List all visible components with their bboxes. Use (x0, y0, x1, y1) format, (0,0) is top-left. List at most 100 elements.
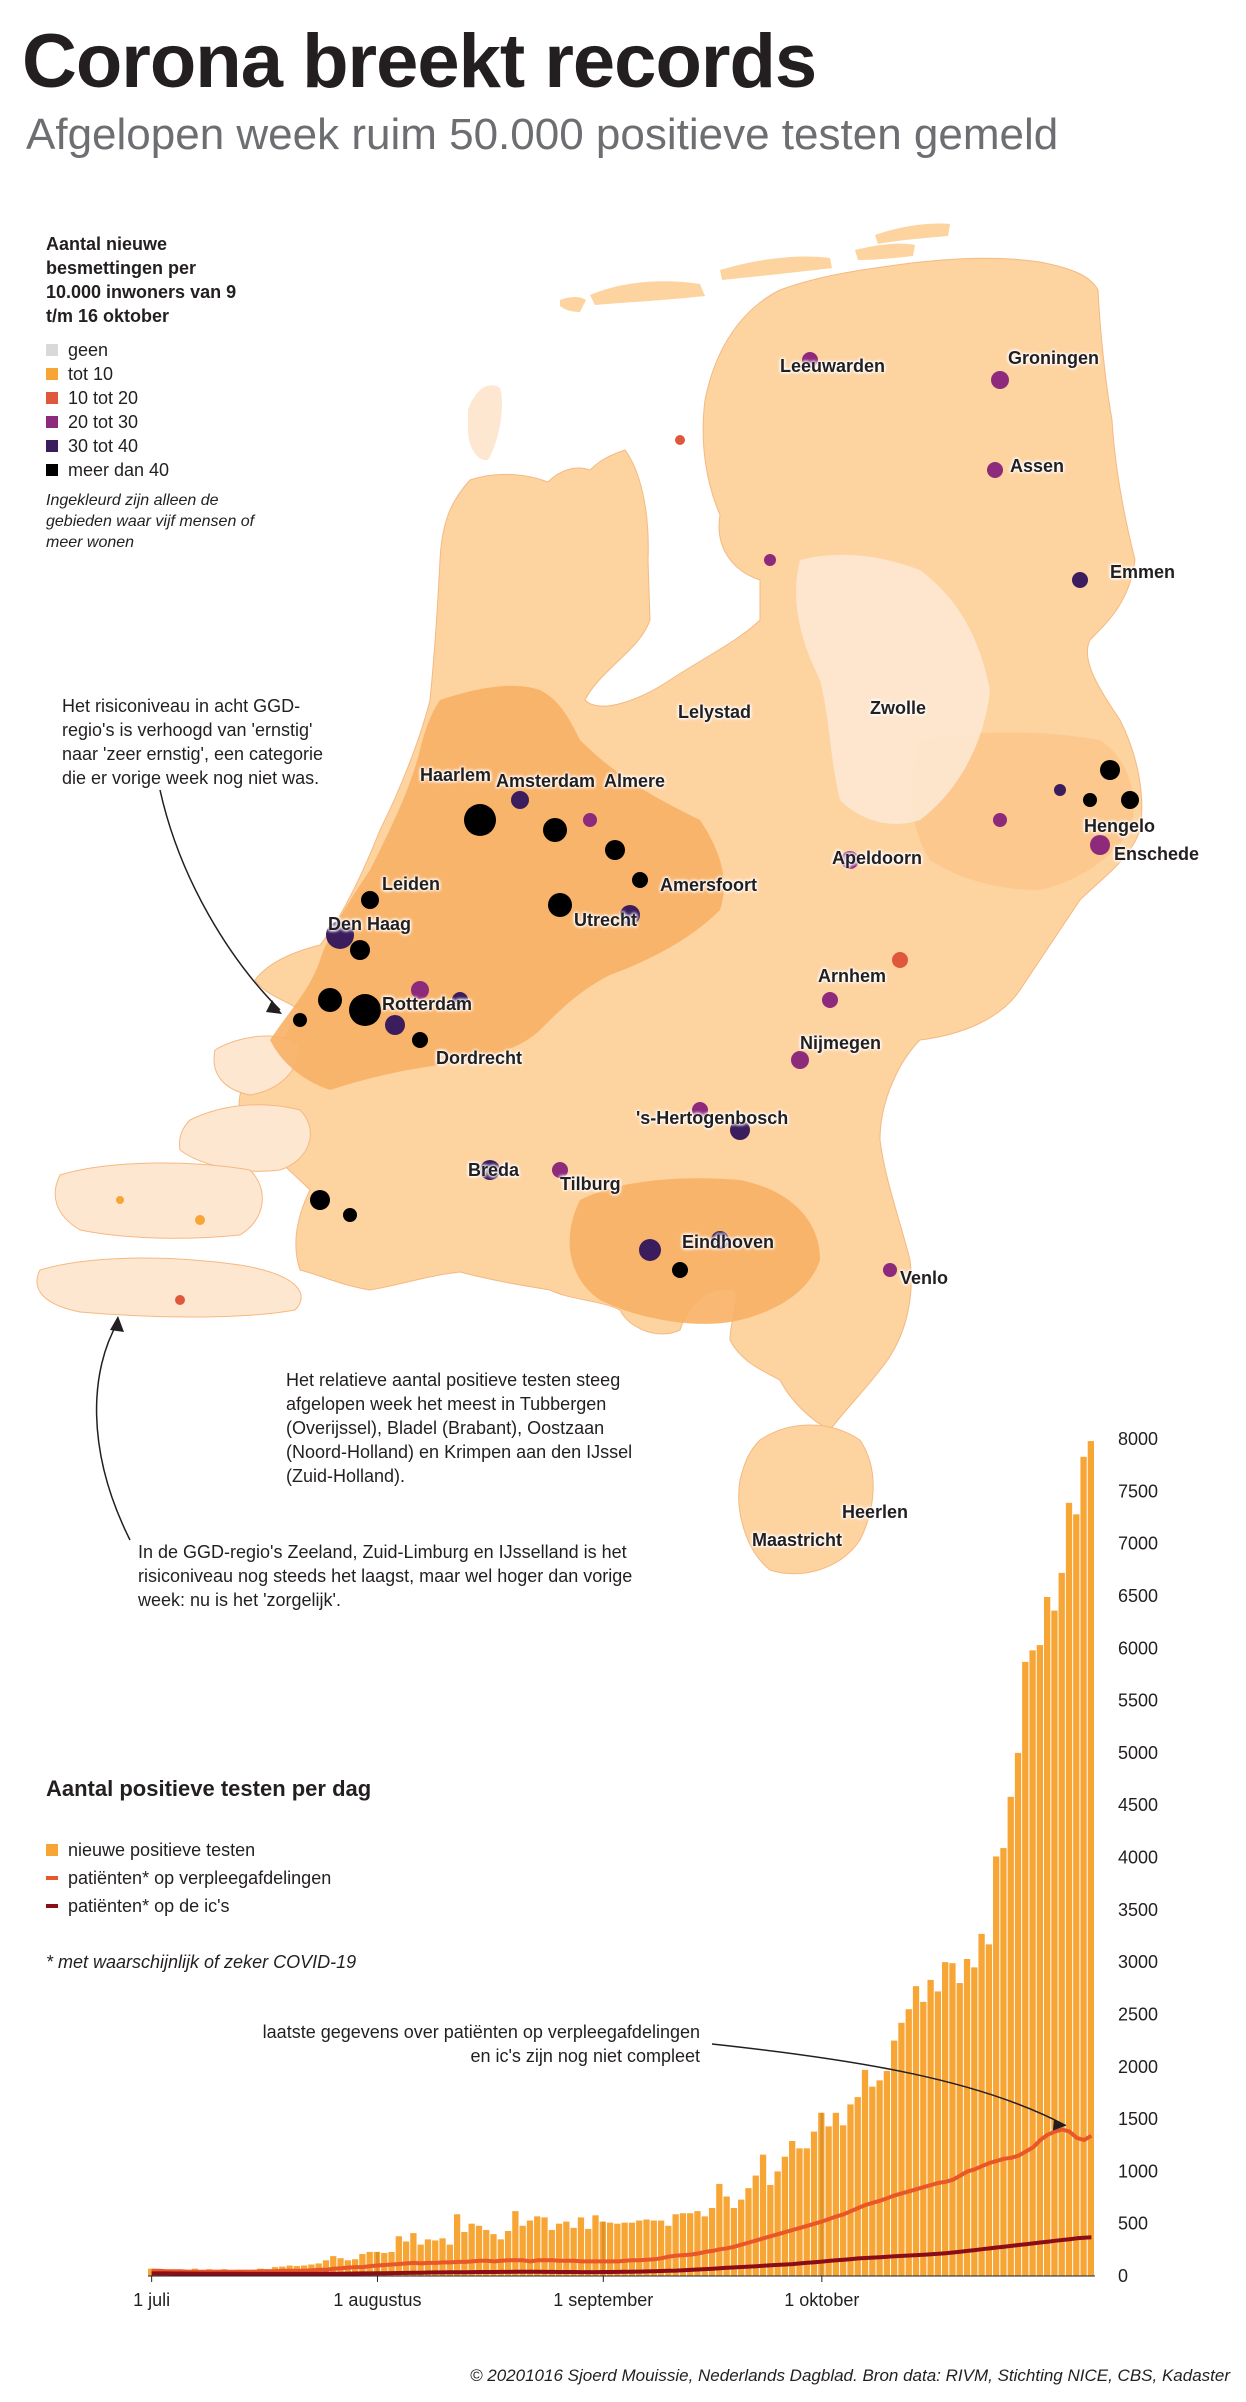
legend-label: 10 tot 20 (68, 387, 139, 408)
legend-item-meer-dan-40: meer dan 40 (46, 458, 169, 482)
bar-new-tests (796, 2148, 803, 2276)
bar-new-tests (1036, 1645, 1044, 2276)
bar-new-tests (891, 2040, 898, 2276)
y-tick-label: 0 (1118, 2266, 1128, 2286)
bar-new-tests (883, 2070, 891, 2276)
legend-item-10-tot-20: 10 tot 20 (46, 386, 169, 410)
city-label: Breda (468, 1160, 520, 1180)
annotation-arrow (711, 2043, 1067, 2127)
map-legend-title: Aantal nieuwe besmettingen per 10.000 in… (46, 234, 237, 326)
y-tick-label: 1000 (1118, 2161, 1158, 2181)
bar-new-tests (1029, 1650, 1036, 2276)
bar-new-tests (1051, 1610, 1058, 2276)
bar-new-tests (730, 2207, 738, 2276)
bar-new-tests (781, 2156, 789, 2276)
legend-item-tot-10: tot 10 (46, 362, 169, 386)
bar-new-tests (1007, 1796, 1014, 2276)
legend-swatch (46, 368, 58, 380)
bar-new-tests (956, 1983, 963, 2276)
y-tick-label: 500 (1118, 2214, 1148, 2234)
legend-swatch (46, 464, 58, 476)
bar-new-tests (701, 2216, 708, 2276)
y-tick-label: 5000 (1118, 1743, 1158, 1763)
y-tick-label: 4000 (1118, 1848, 1158, 1868)
page-title: Corona breekt records (22, 19, 817, 104)
bar-new-tests (694, 2211, 701, 2276)
bar-new-tests (1080, 1456, 1087, 2276)
bar-new-tests (898, 2022, 905, 2276)
bar-new-tests (971, 1967, 978, 2276)
bar-new-tests (942, 1962, 949, 2276)
legend-label: 30 tot 40 (68, 435, 139, 456)
y-tick-label: 3000 (1118, 1952, 1158, 1972)
bar-new-tests (840, 2125, 847, 2276)
bar-new-tests (978, 1933, 985, 2276)
city-label: Leeuwarden (780, 356, 886, 376)
bar-new-tests (148, 2268, 155, 2276)
y-tick-label: 6500 (1118, 1586, 1158, 1606)
bar-new-tests (570, 2227, 577, 2276)
bar-new-tests (687, 2213, 694, 2276)
bar-new-tests (767, 2184, 774, 2276)
city-label: Amersfoort (660, 875, 758, 895)
city-label: Rotterdam (382, 994, 473, 1014)
bar-new-tests (985, 1944, 993, 2276)
city-label: Arnhem (818, 966, 887, 986)
bar-new-tests (679, 2213, 687, 2276)
bar-new-tests (468, 2223, 475, 2276)
bar-new-tests (475, 2225, 483, 2276)
legend-label: patiënten* op verpleegafdelingen (68, 1867, 332, 1888)
x-tick-label: 1 juli (133, 2290, 170, 2310)
bar-new-tests (810, 2131, 818, 2276)
bar-new-tests (832, 2112, 840, 2276)
annotation-risk-up: Het risiconiveau in acht GGD-regio's is … (62, 696, 324, 788)
legend-label: tot 10 (68, 363, 114, 384)
bar-new-tests (1044, 1596, 1051, 2276)
city-label: Nijmegen (800, 1033, 882, 1053)
bar-new-tests (643, 2219, 650, 2276)
city-label: Heerlen (842, 1502, 909, 1522)
city-label: Haarlem (420, 765, 492, 785)
bar-new-tests (905, 2009, 912, 2276)
bar-new-tests (621, 2222, 628, 2276)
bar-new-tests (745, 2188, 752, 2276)
bar-new-tests (453, 2214, 461, 2276)
bar-new-tests (359, 2254, 366, 2276)
bar-new-tests (1058, 1572, 1065, 2276)
annotation-relative: Het relatieve aantal positieve testen st… (286, 1370, 633, 1486)
city-label: Venlo (900, 1268, 949, 1288)
y-tick-label: 5500 (1118, 1691, 1158, 1711)
bar-new-tests (759, 2154, 767, 2276)
legend-label: patiënten* op de ic's (68, 1895, 230, 1916)
legend-swatch (46, 1844, 58, 1856)
chart-legend-item-ward: patiënten* op verpleegafdelingen (46, 1864, 331, 1892)
city-label: Utrecht (574, 910, 638, 930)
bar-new-tests (614, 2223, 621, 2276)
legend-item-20-tot-30: 20 tot 30 (46, 410, 169, 434)
bar-new-tests (657, 2220, 665, 2276)
bar-new-tests (410, 2233, 417, 2276)
page-subtitle: Afgelopen week ruim 50.000 positieve tes… (26, 110, 1059, 159)
bar-new-tests (585, 2228, 592, 2276)
bar-new-tests (847, 2104, 854, 2276)
legend-label: geen (68, 339, 109, 360)
bar-new-tests (665, 2225, 672, 2276)
bar-new-tests (1087, 1441, 1094, 2276)
city-label: Emmen (1110, 562, 1176, 582)
bar-new-tests (432, 2240, 439, 2276)
bar-new-tests (949, 1963, 956, 2276)
y-tick-label: 3500 (1118, 1900, 1158, 1920)
city-label: Eindhoven (682, 1232, 775, 1252)
chart-legend-item-tests: nieuwe positieve testen (46, 1836, 331, 1864)
legend-line (46, 1876, 58, 1880)
city-label: Dordrecht (436, 1048, 523, 1068)
bar-new-tests (541, 2217, 548, 2276)
city-label: Assen (1010, 456, 1065, 476)
bar-new-tests (708, 2207, 716, 2276)
city-label: Groningen (1008, 348, 1099, 368)
bar-new-tests (716, 2183, 723, 2276)
bar-new-tests (1000, 1848, 1007, 2276)
y-tick-label: 7500 (1118, 1481, 1158, 1501)
bar-new-tests (854, 2097, 861, 2276)
